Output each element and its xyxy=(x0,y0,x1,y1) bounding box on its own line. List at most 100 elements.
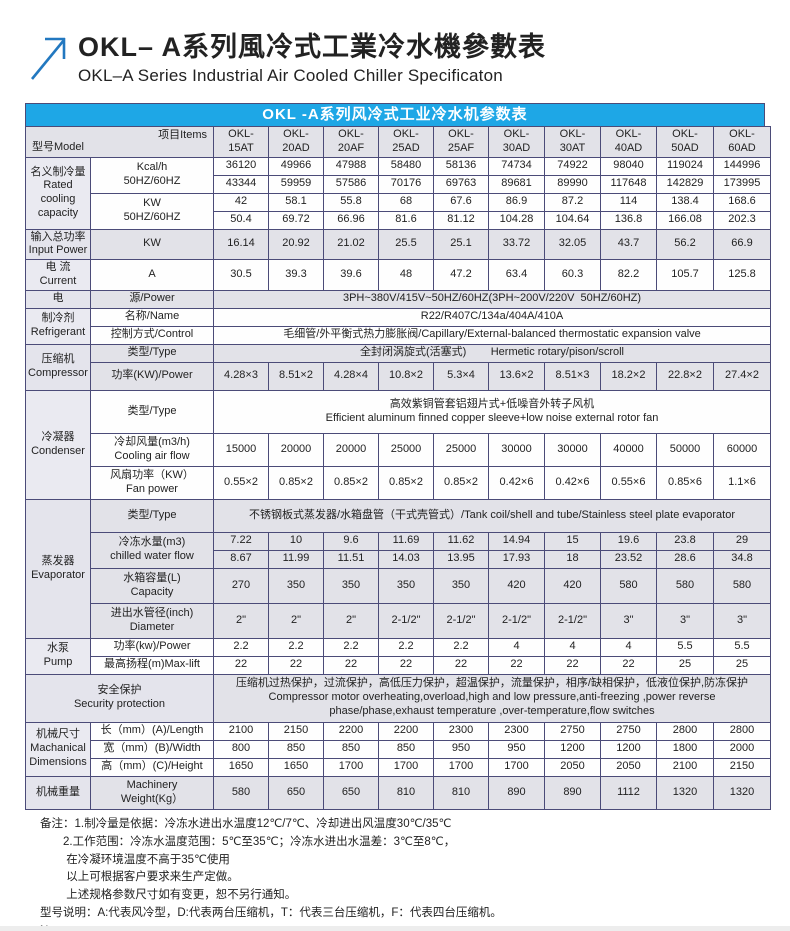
item-label: Kcal/h 50HZ/60HZ xyxy=(90,156,214,194)
value-cell: 10.8×2 xyxy=(378,361,434,391)
value-cell: 20000 xyxy=(268,432,324,467)
value-cell: 22 xyxy=(600,655,657,675)
value-cell: 2-1/2" xyxy=(488,602,545,639)
value-cell: 25.1 xyxy=(433,228,489,260)
value-cell: 21.02 xyxy=(323,228,379,260)
value-cell: 350 xyxy=(378,567,434,604)
value-cell: 14.94 xyxy=(488,531,545,551)
value-cell: 950 xyxy=(488,739,545,759)
table-row: 电 流 Current A 30.5 39.3 39.6 48 47.2 63.4 60.3 82… xyxy=(25,259,771,291)
value-cell: 32.05 xyxy=(544,228,601,260)
value-cell: 66.9 xyxy=(713,228,771,260)
value-cell: 29 xyxy=(713,531,771,551)
table-row: KW 50HZ/60HZ 42 58.1 55.8 68 67.6 86.9 87.2 114 1… xyxy=(26,192,771,230)
value-cell: 1700 xyxy=(433,757,489,777)
compressor-type-value: 全封闭涡旋式(活塞式) Hermetic rotary/pison/scroll xyxy=(213,343,771,363)
value-cell: 119024 xyxy=(656,156,714,176)
value-cell: 69763 xyxy=(433,174,489,194)
value-cell: 86.9 xyxy=(488,192,545,212)
value-cell: 81.6 xyxy=(378,210,434,230)
value-cell: 22.8×2 xyxy=(656,361,714,391)
value-cell: 39.6 xyxy=(323,259,379,291)
value-cell: 1700 xyxy=(378,757,434,777)
value-cell: 7.22 xyxy=(213,531,269,551)
value-cell: 2300 xyxy=(488,721,545,741)
value-cell: 47.2 xyxy=(433,259,489,291)
value-cell: 2-1/2" xyxy=(433,602,489,639)
table-row: 冷凝器 Condenser 类型/Type 高效紫铜管套铝翅片式+低噪音外转子风机 … xyxy=(25,389,771,500)
value-cell: 2150 xyxy=(713,757,771,777)
page-title-cn: OKL– A系列風冷式工業冷水機參數表 xyxy=(78,32,547,62)
item-label: KW 50HZ/60HZ xyxy=(90,192,214,230)
value-cell: 0.85×2 xyxy=(433,465,489,500)
notes-block: 备注：1.制冷量是依据：冷冻水进出水温度12℃/7℃、冷却进出风温度30℃/35… xyxy=(40,816,760,931)
section-label: 电 流 Current xyxy=(25,259,91,291)
value-cell: 136.8 xyxy=(600,210,657,230)
value-cell: 890 xyxy=(544,775,601,810)
value-cell: 2-1/2" xyxy=(544,602,601,639)
value-cell: 890 xyxy=(488,775,545,810)
value-cell: 1320 xyxy=(656,775,714,810)
value-cell: 1800 xyxy=(656,739,714,759)
security-protection-value: 压缩机过热保护，过流保护，高低压力保护，超温保护，流量保护，相序/缺相保护，低液… xyxy=(213,673,771,723)
value-cell: 0.85×2 xyxy=(323,465,379,500)
value-cell: 350 xyxy=(323,567,379,604)
table-row: 名义制冷量 Rated cooling capacity Kcal/h 50HZ/… xyxy=(25,156,771,230)
value-cell: 25000 xyxy=(378,432,434,467)
value-cell: 2-1/2" xyxy=(378,602,434,639)
note-line: 在冷凝环境温度不高于35℃使用 xyxy=(40,853,230,866)
table-row: 水箱容量(L) Capacity 270 350 350 350 350 420 420 580… xyxy=(26,567,771,604)
value-cell: 2" xyxy=(323,602,379,639)
value-cell: 42 xyxy=(213,192,269,212)
value-cell: 22 xyxy=(268,655,324,675)
value-cell: 2800 xyxy=(713,721,771,741)
value-cell: 89990 xyxy=(544,174,601,194)
value-cell: 98040 xyxy=(600,156,657,176)
page-title-en: OKL–A Series Industrial Air Cooled Chill… xyxy=(78,66,503,86)
table-row: 控制方式/Control 毛细管/外平衡式热力膨胀阀/Capillary/Exte… xyxy=(26,325,771,345)
value-cell: 0.55×6 xyxy=(600,465,657,500)
section-label: 压缩机 Compressor xyxy=(25,343,91,391)
table-row: 50.4 69.72 66.96 81.6 81.12 104.28 104.64 136.8… xyxy=(26,210,771,230)
value-cell: 850 xyxy=(378,739,434,759)
table-row: 宽（mm）(B)/Width 800 850 850 850 950 950 1200 1200… xyxy=(26,739,771,759)
title-block: OKL– A系列風冷式工業冷水機參數表 OKL–A Series Industr… xyxy=(28,30,546,86)
spec-table-wrap: OKL -A系列风冷式工业冷水机参数表 型号Model 项目Items OKL- 1… xyxy=(25,103,771,810)
model-header: OKL- 40AD xyxy=(600,126,657,158)
item-label: 风扇功率（KW） Fan power xyxy=(90,465,214,500)
item-label: Machinery Weight(Kg） xyxy=(90,775,214,810)
value-cell: 30000 xyxy=(488,432,545,467)
item-label: 名称/Name xyxy=(90,307,214,327)
value-cell: 43.7 xyxy=(600,228,657,260)
table-row: 43344 59959 57586 70176 69763 89681 89990 11764… xyxy=(26,174,771,194)
value-cell: 33.72 xyxy=(488,228,545,260)
value-cell: 63.4 xyxy=(488,259,545,291)
value-cell: 28.6 xyxy=(656,549,714,569)
value-cell: 850 xyxy=(268,739,324,759)
table-row: 冷却风量(m3/h) Cooling air flow 15000 20000 200… xyxy=(26,432,771,467)
value-cell: 168.6 xyxy=(713,192,771,212)
value-cell: 58480 xyxy=(378,156,434,176)
model-header: OKL- 25AD xyxy=(378,126,434,158)
value-cell: 25.5 xyxy=(378,228,434,260)
item-label: 冷冻水量(m3) chilled water flow xyxy=(90,531,214,569)
value-cell: 87.2 xyxy=(544,192,601,212)
section-label: 输入总功率 Input Power xyxy=(25,228,91,260)
value-cell: 0.85×6 xyxy=(656,465,714,500)
table-row: 蒸发器 Evaporator 类型/Type 不锈钢板式蒸发器/水箱盘管（干式壳管式… xyxy=(25,498,771,639)
table-row: 制冷剂 Refrigerant 名称/Name R22/R407C/134a/404… xyxy=(25,307,771,345)
value-cell: 8.51×2 xyxy=(268,361,324,391)
note-line: 型号说明：A:代表风冷型，D:代表两台压缩机，T：代表三台压缩机，F：代表四台压… xyxy=(40,907,502,920)
value-cell: 420 xyxy=(488,567,545,604)
value-cell: 8.51×3 xyxy=(544,361,601,391)
model-header: OKL- 20AD xyxy=(268,126,324,158)
model-header: OKL- 20AF xyxy=(323,126,379,158)
value-cell: 2.2 xyxy=(213,637,269,657)
table-row: 功率(KW)/Power 4.28×3 8.51×2 4.28×4 10.8×2 5.3×… xyxy=(26,361,771,391)
value-cell: 13.6×2 xyxy=(488,361,545,391)
model-header: OKL- 15AT xyxy=(213,126,269,158)
value-cell: 11.62 xyxy=(433,531,489,551)
table-row: 进出水管径(inch) Diameter 2" 2" 2" 2-1/2" 2-1/2" 2-… xyxy=(26,602,771,639)
table-row: 冷冻水量(m3) chilled water flow 7.22 10 9.6 11.6… xyxy=(26,531,771,569)
value-cell: 18.2×2 xyxy=(600,361,657,391)
